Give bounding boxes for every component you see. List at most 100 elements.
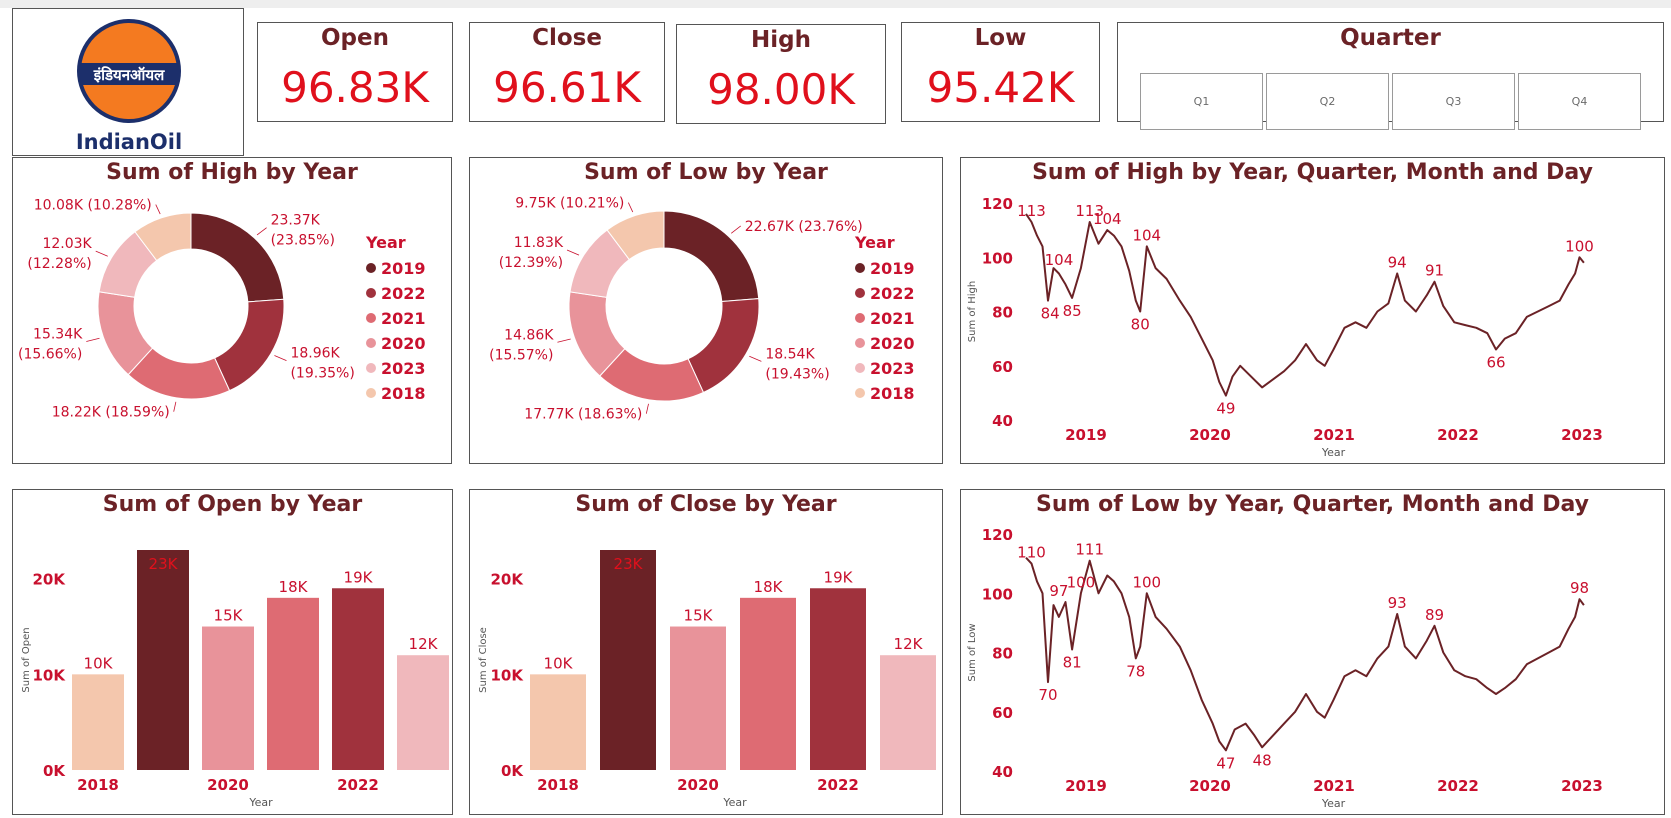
bar-data-label-2021: 18K [754, 578, 784, 596]
bar-2023 [880, 655, 936, 770]
donut-leader-2023 [566, 249, 580, 256]
donut-low-title: Sum of Low by Year [584, 160, 828, 185]
quarter-button-q3[interactable]: Q3 [1392, 73, 1515, 130]
point-label: 94 [1388, 254, 1407, 272]
y-tick-label: 120 [982, 195, 1013, 213]
indianoil-logo: इंडियनऑयल IndianOil [76, 19, 182, 154]
point-label: 111 [1075, 541, 1104, 559]
point-label: 100 [1067, 573, 1096, 591]
point-label: 104 [1045, 251, 1074, 269]
line-low-card: Sum of Low by Year, Quarter, Month and D… [960, 489, 1665, 815]
point-label: 97 [1049, 582, 1068, 600]
x-tick-label: 2019 [1065, 777, 1107, 795]
quarter-slicer: Quarter Q1 Q2 Q3 Q4 [1117, 22, 1664, 130]
kpi-open-label: Open [321, 25, 389, 51]
point-label: 104 [1132, 226, 1161, 244]
kpi-low-value: 95.42K [926, 63, 1075, 112]
line-series [1025, 213, 1585, 397]
x-tick-label: 2022 [337, 776, 379, 794]
y-tick-label: 60 [992, 704, 1013, 722]
legend-item-2021: 2021 [870, 309, 915, 328]
legend-marker-2020 [366, 338, 376, 348]
donut-data-label: 18.96K [290, 346, 340, 362]
legend-title: Year [854, 233, 895, 252]
y-tick-label: 10K [491, 666, 525, 684]
donut-leader-2020 [86, 337, 100, 342]
y-tick-label: 0K [43, 762, 66, 780]
kpi-low-label: Low [974, 25, 1027, 51]
y-axis-label: Sum of High [967, 281, 978, 342]
point-label: 100 [1565, 237, 1594, 255]
donut-leader-2019 [256, 227, 267, 236]
quarter-button-q4[interactable]: Q4 [1518, 73, 1641, 130]
donut-slice-2018 [134, 212, 192, 262]
x-tick-label: 2021 [1313, 426, 1355, 444]
bar-open-title: Sum of Open by Year [102, 492, 363, 517]
donut-high-card: Sum of High by Year 23.37K (23.85%) 18.96K… [12, 157, 452, 464]
x-axis-label: Year [1321, 797, 1346, 810]
point-label: 113 [1075, 202, 1104, 220]
point-label: 47 [1216, 754, 1235, 772]
bar-2020 [670, 626, 726, 770]
bar-open-chart: 0K 10K 20K 10K 2018 23K 15K 2020 18K 19K 2022 12K Ye… [21, 550, 449, 809]
legend-marker-2019 [366, 263, 376, 273]
x-tick-label: 2022 [1437, 777, 1479, 795]
donut-data-label: 22.67K (23.76%) [745, 219, 863, 235]
donut-slice-2022 [687, 298, 760, 394]
legend-item-2020: 2020 [870, 334, 915, 353]
y-tick-label: 100 [982, 249, 1013, 267]
legend-item-2018: 2018 [381, 384, 426, 403]
donut-data-label: 9.75K (10.21%) [515, 196, 624, 212]
y-tick-label: 60 [992, 358, 1013, 376]
bar-data-label-2019: 23K [149, 555, 179, 573]
y-tick-label: 10K [33, 666, 67, 684]
point-label: 110 [1017, 544, 1046, 562]
line-series [1025, 557, 1585, 752]
legend-item-2022: 2022 [381, 284, 426, 303]
x-tick-label: 2020 [677, 776, 719, 794]
x-tick-label: 2020 [207, 776, 249, 794]
donut-leader-2023 [95, 250, 108, 257]
quarter-button-q1[interactable]: Q1 [1140, 73, 1263, 130]
legend-item-2023: 2023 [870, 359, 915, 378]
kpi-high-card: High 98.00K [676, 24, 886, 124]
quarter-button-q2[interactable]: Q2 [1266, 73, 1389, 130]
donut-data-label: (19.43%) [765, 366, 829, 382]
bar-2020 [202, 626, 254, 770]
y-tick-label: 40 [992, 763, 1013, 781]
point-label: 104 [1093, 210, 1122, 228]
point-label: 78 [1126, 662, 1145, 680]
x-tick-label: 2018 [77, 776, 119, 794]
point-label: 113 [1017, 202, 1046, 220]
x-axis-label: Year [1321, 446, 1346, 459]
donut-data-label: (19.35%) [290, 366, 354, 382]
bar-close-title: Sum of Close by Year [575, 492, 837, 517]
y-tick-label: 100 [982, 585, 1013, 603]
donut-leader-2021 [645, 403, 649, 414]
donut-slice-2022 [213, 298, 285, 392]
kpi-low-card: Low 95.42K [901, 22, 1100, 122]
donut-leader-2018 [627, 202, 634, 213]
y-tick-label: 80 [992, 645, 1013, 663]
donut-data-label: (15.66%) [18, 347, 82, 363]
donut-leader-2019 [730, 225, 741, 234]
point-label: 89 [1425, 606, 1444, 624]
donut-data-label: 18.22K (18.59%) [52, 405, 170, 421]
y-axis-label: Sum of Low [967, 623, 978, 681]
bar-data-label-2021: 18K [279, 578, 309, 596]
donut-leader-2021 [173, 401, 177, 412]
point-label: 70 [1038, 686, 1057, 704]
line-low-title: Sum of Low by Year, Quarter, Month and D… [1036, 492, 1589, 517]
logo-card: इंडियनऑयल IndianOil [12, 8, 244, 156]
bar-data-label-2022: 19K [344, 568, 374, 586]
point-label: 49 [1216, 400, 1235, 418]
kpi-high-value: 98.00K [707, 65, 855, 114]
kpi-close-value: 96.61K [493, 63, 641, 112]
bar-data-label-2019: 23K [614, 555, 644, 573]
donut-low-card: Sum of Low by Year 22.67K (23.76%) 18.54K… [469, 157, 943, 464]
legend-marker-2019 [855, 263, 865, 273]
legend-marker-2018 [366, 388, 376, 398]
logo-wordmark: IndianOil [76, 130, 182, 154]
bar-data-label-2023: 12K [409, 635, 439, 653]
legend-marker-2021 [366, 313, 376, 323]
